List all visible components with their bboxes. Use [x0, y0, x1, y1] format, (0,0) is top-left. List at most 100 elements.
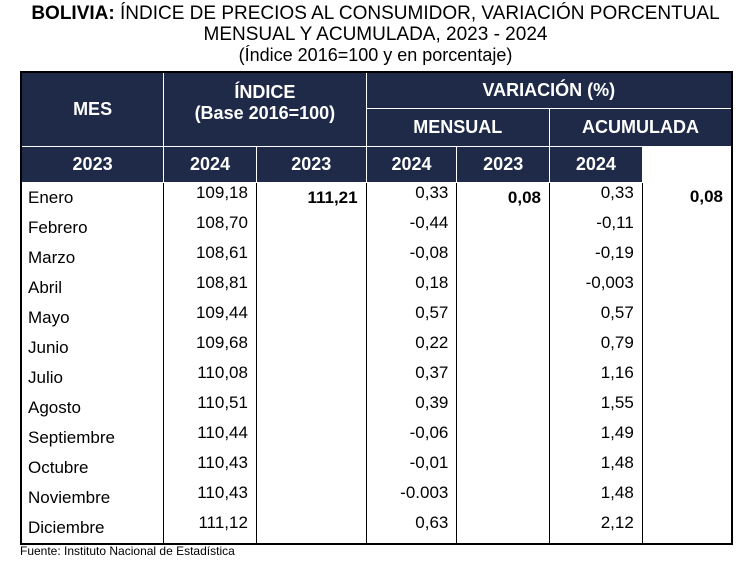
- value-cell: -0,01: [365, 452, 457, 483]
- header-year: 2023: [255, 145, 367, 183]
- value-cell: 108,61: [163, 242, 257, 273]
- value-cell: [255, 392, 367, 423]
- value-cell: [255, 422, 367, 453]
- month-cell: Noviembre: [20, 482, 164, 513]
- value-cell: [456, 212, 550, 243]
- table-row: Febrero 108,70 -0,44 -0,11: [20, 212, 732, 243]
- month-cell: Febrero: [20, 212, 164, 243]
- value-cell: 110,43: [163, 482, 257, 513]
- month-cell: Abril: [20, 272, 164, 303]
- value-cell: [456, 482, 550, 513]
- source-note: Fuente: Instituto Nacional de Estadístic…: [20, 544, 235, 558]
- value-cell: 0,33: [549, 182, 643, 213]
- value-cell: -0,44: [365, 212, 457, 243]
- value-cell: 109,18: [163, 182, 257, 213]
- header-year: 2023: [456, 145, 551, 183]
- value-cell: [641, 362, 732, 393]
- title-country: BOLIVIA:: [31, 3, 115, 24]
- month-cell: Septiembre: [20, 422, 164, 453]
- value-cell: [641, 512, 732, 544]
- value-cell: [456, 512, 550, 544]
- value-cell: 0,57: [549, 302, 643, 333]
- value-cell: 111,12: [163, 512, 257, 544]
- value-cell: 0,18: [365, 272, 457, 303]
- value-cell: 1,48: [549, 452, 643, 483]
- value-cell: -0,003: [549, 272, 643, 303]
- value-cell: 110,44: [163, 422, 257, 453]
- table-row: Enero 109,18 111,21 0,33 0,08 0,33 0,08: [20, 182, 732, 213]
- value-cell: [255, 512, 367, 544]
- header-year: 2024: [163, 145, 257, 183]
- value-cell: [255, 302, 367, 333]
- value-cell: 1,48: [549, 482, 643, 513]
- value-cell: [255, 212, 367, 243]
- month-cell: Agosto: [20, 392, 164, 423]
- header-indice-base: (Base 2016=100): [194, 103, 336, 124]
- value-cell: [641, 302, 732, 333]
- value-cell: [456, 302, 550, 333]
- value-cell: [641, 482, 732, 513]
- value-cell: 1,49: [549, 422, 643, 453]
- value-cell: [641, 392, 732, 423]
- table-row: Junio 109,68 0,22 0,79: [20, 332, 732, 363]
- table-row: Octubre 110,43 -0,01 1,48: [20, 452, 732, 483]
- value-cell: -0,11: [549, 212, 643, 243]
- value-cell: 109,44: [163, 302, 257, 333]
- value-cell: [641, 242, 732, 273]
- value-cell: 109,68: [163, 332, 257, 363]
- value-cell: 0,08: [641, 182, 732, 213]
- value-cell: [641, 332, 732, 363]
- value-cell: 111,21: [255, 182, 367, 213]
- table-row: Marzo 108,61 -0,08 -0,19: [20, 242, 732, 273]
- value-cell: [456, 392, 550, 423]
- value-cell: -0,19: [549, 242, 643, 273]
- cpi-table: MES ÍNDICE (Base 2016=100) VARIACIÓN (%) …: [20, 71, 733, 545]
- header-year: 2024: [365, 145, 458, 183]
- table-row: Noviembre 110,43 -0.003 1,48: [20, 482, 732, 513]
- value-cell: [255, 362, 367, 393]
- value-cell: 0,33: [365, 182, 457, 213]
- value-cell: 0,39: [365, 392, 457, 423]
- value-cell: 0,63: [365, 512, 457, 544]
- value-cell: [255, 272, 367, 303]
- title-line1: ÍNDICE DE PRECIOS AL CONSUMIDOR, VARIACI…: [120, 3, 720, 24]
- value-cell: [456, 332, 550, 363]
- month-cell: Julio: [20, 362, 164, 393]
- header-acumulada: ACUMULADA: [549, 107, 733, 147]
- table-row: Septiembre 110,44 -0,06 1,49: [20, 422, 732, 453]
- value-cell: [456, 452, 550, 483]
- value-cell: 1,16: [549, 362, 643, 393]
- value-cell: [456, 242, 550, 273]
- table-row: Agosto 110,51 0,39 1,55: [20, 392, 732, 423]
- header-indice-label: ÍNDICE: [234, 82, 296, 103]
- value-cell: 108,81: [163, 272, 257, 303]
- title-line2: MENSUAL Y ACUMULADA, 2023 - 2024: [203, 24, 548, 45]
- value-cell: 110,08: [163, 362, 257, 393]
- table-row: Julio 110,08 0,37 1,16: [20, 362, 732, 393]
- month-cell: Marzo: [20, 242, 164, 273]
- header-year: 2023: [20, 145, 165, 183]
- value-cell: 0,79: [549, 332, 643, 363]
- value-cell: [255, 242, 367, 273]
- month-cell: Diciembre: [20, 512, 164, 544]
- month-cell: Junio: [20, 332, 164, 363]
- table-title: BOLIVIA: ÍNDICE DE PRECIOS AL CONSUMIDOR…: [0, 3, 751, 66]
- title-line3: (Índice 2016=100 y en porcentaje): [238, 45, 513, 65]
- value-cell: 2,12: [549, 512, 643, 544]
- header-variacion: VARIACIÓN (%): [365, 71, 733, 109]
- value-cell: [641, 272, 732, 303]
- header-mes: MES: [20, 71, 165, 147]
- month-cell: Mayo: [20, 302, 164, 333]
- table-row: Mayo 109,44 0,57 0,57: [20, 302, 732, 333]
- value-cell: [255, 482, 367, 513]
- month-cell: Enero: [20, 182, 164, 213]
- table-row: Diciembre 111,12 0,63 2,12: [20, 512, 732, 544]
- value-cell: 110,51: [163, 392, 257, 423]
- value-cell: 0,57: [365, 302, 457, 333]
- value-cell: [641, 452, 732, 483]
- header-indice: ÍNDICE (Base 2016=100): [163, 71, 367, 147]
- value-cell: 110,43: [163, 452, 257, 483]
- value-cell: -0,08: [365, 242, 457, 273]
- value-cell: 108,70: [163, 212, 257, 243]
- value-cell: [641, 212, 732, 243]
